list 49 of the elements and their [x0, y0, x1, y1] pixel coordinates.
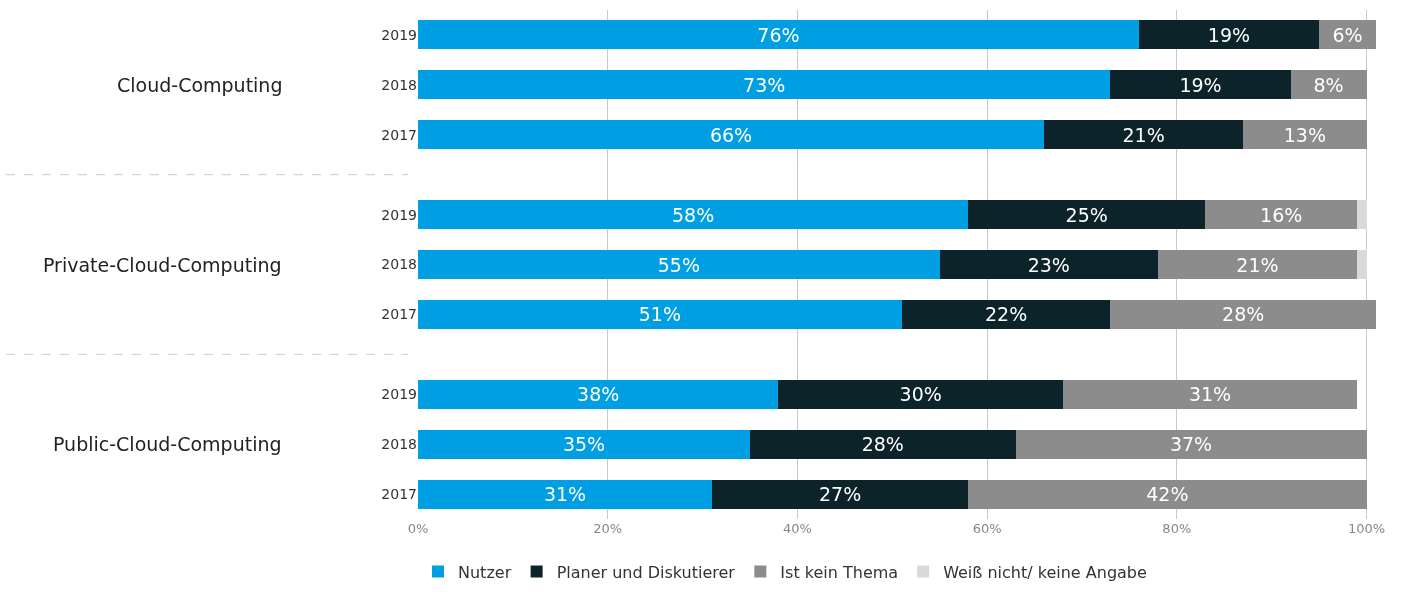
x-tick-label: 100% [1347, 521, 1386, 536]
y-tick-label: 2018 [381, 256, 417, 273]
data-label: 38% [577, 383, 620, 406]
y-tick-label: 2017 [381, 126, 417, 143]
x-tick-label: 20% [593, 521, 623, 536]
data-label: 31% [543, 483, 587, 506]
data-label: 16% [1260, 203, 1303, 226]
data-label: 66% [709, 123, 753, 146]
y-tick-label: 2017 [381, 485, 417, 502]
legend-label: Nutzer [458, 562, 512, 582]
data-label: 30% [899, 383, 942, 406]
data-label: 25% [1065, 203, 1108, 226]
y-tick-label: 2019 [381, 206, 417, 223]
text: Cloud-Computing [117, 74, 283, 96]
data-label: 23% [1027, 253, 1070, 276]
data-label: 58% [671, 203, 715, 226]
data-label: 13% [1283, 123, 1326, 146]
legend-label: Weiß nicht/ keine Angabe [943, 562, 1147, 582]
data-label: 51% [638, 303, 681, 326]
x-tick-label: 80% [1162, 521, 1192, 536]
y-tick-label: 2017 [381, 306, 417, 323]
data-label: 19% [1207, 23, 1251, 46]
y-tick-label: 2019 [381, 386, 417, 403]
data-label: 28% [1222, 303, 1265, 326]
data-label: 22% [984, 303, 1028, 326]
data-label: 37% [1169, 433, 1213, 456]
y-tick-label: 2018 [381, 436, 417, 453]
data-label: 21% [1122, 123, 1165, 146]
data-label: 42% [1146, 483, 1189, 506]
text: Public-Cloud-Computing [53, 433, 282, 455]
data-label: 31% [1188, 383, 1232, 406]
data-label: 28% [861, 433, 904, 456]
data-label: 27% [818, 483, 862, 506]
y-tick-label: 2019 [381, 26, 417, 43]
data-label: 21% [1236, 253, 1279, 276]
data-label: 6% [1332, 23, 1363, 46]
data-label: 19% [1179, 73, 1222, 96]
x-tick-label: 40% [782, 521, 812, 536]
data-label: 76% [757, 23, 800, 46]
legend-label: Ist kein Thema [780, 562, 899, 582]
data-label: 35% [562, 433, 606, 456]
data-label: 8% [1313, 73, 1344, 96]
legend-label: Planer und Diskutierer [556, 562, 736, 582]
x-tick-label: 60% [972, 521, 1002, 536]
text: Private-Cloud-Computing [43, 254, 282, 276]
data-label: 73% [743, 73, 786, 96]
y-tick-label: 2018 [381, 76, 417, 93]
x-tick-label: 0% [407, 521, 429, 536]
data-label: 55% [657, 253, 700, 276]
